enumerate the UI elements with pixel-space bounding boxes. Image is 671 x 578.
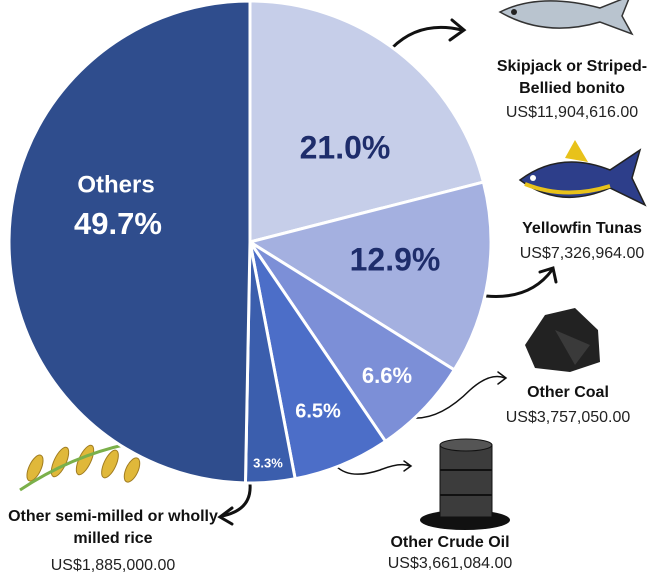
slice-label: 12.9% <box>350 241 441 277</box>
category-label: Other Coal <box>478 382 658 404</box>
category-label: Other Crude Oil <box>360 532 540 554</box>
amount-label: US$3,757,050.00 <box>468 409 668 427</box>
amount-label: US$7,326,964.00 <box>482 245 671 263</box>
slice-label: 21.0% <box>300 129 391 165</box>
slice-label: 6.5% <box>295 400 341 422</box>
slice-name: Others <box>77 171 154 198</box>
category-label: Skipjack or Striped-Bellied bonito <box>482 56 662 100</box>
fish-icon <box>500 0 632 34</box>
amount-label: US$3,661,084.00 <box>350 555 550 573</box>
oil-barrel-icon <box>420 439 510 530</box>
slice-label: 6.6% <box>362 363 412 388</box>
amount-label: US$11,904,616.00 <box>472 104 671 122</box>
pie-slice <box>9 1 250 483</box>
amount-label: US$1,885,000.00 <box>0 557 228 575</box>
slice-label: 3.3% <box>253 455 283 470</box>
tuna-icon <box>520 140 645 205</box>
coal-icon <box>525 308 600 372</box>
slice-label: 49.7% <box>74 206 162 241</box>
category-label: Other semi-milled or wholly milled rice <box>8 506 218 550</box>
category-label: Yellowfin Tunas <box>492 218 671 240</box>
infographic: 21.0% 12.9% 6.6% 6.5% 3.3% 49.7% Others Skipja… <box>0 0 671 578</box>
